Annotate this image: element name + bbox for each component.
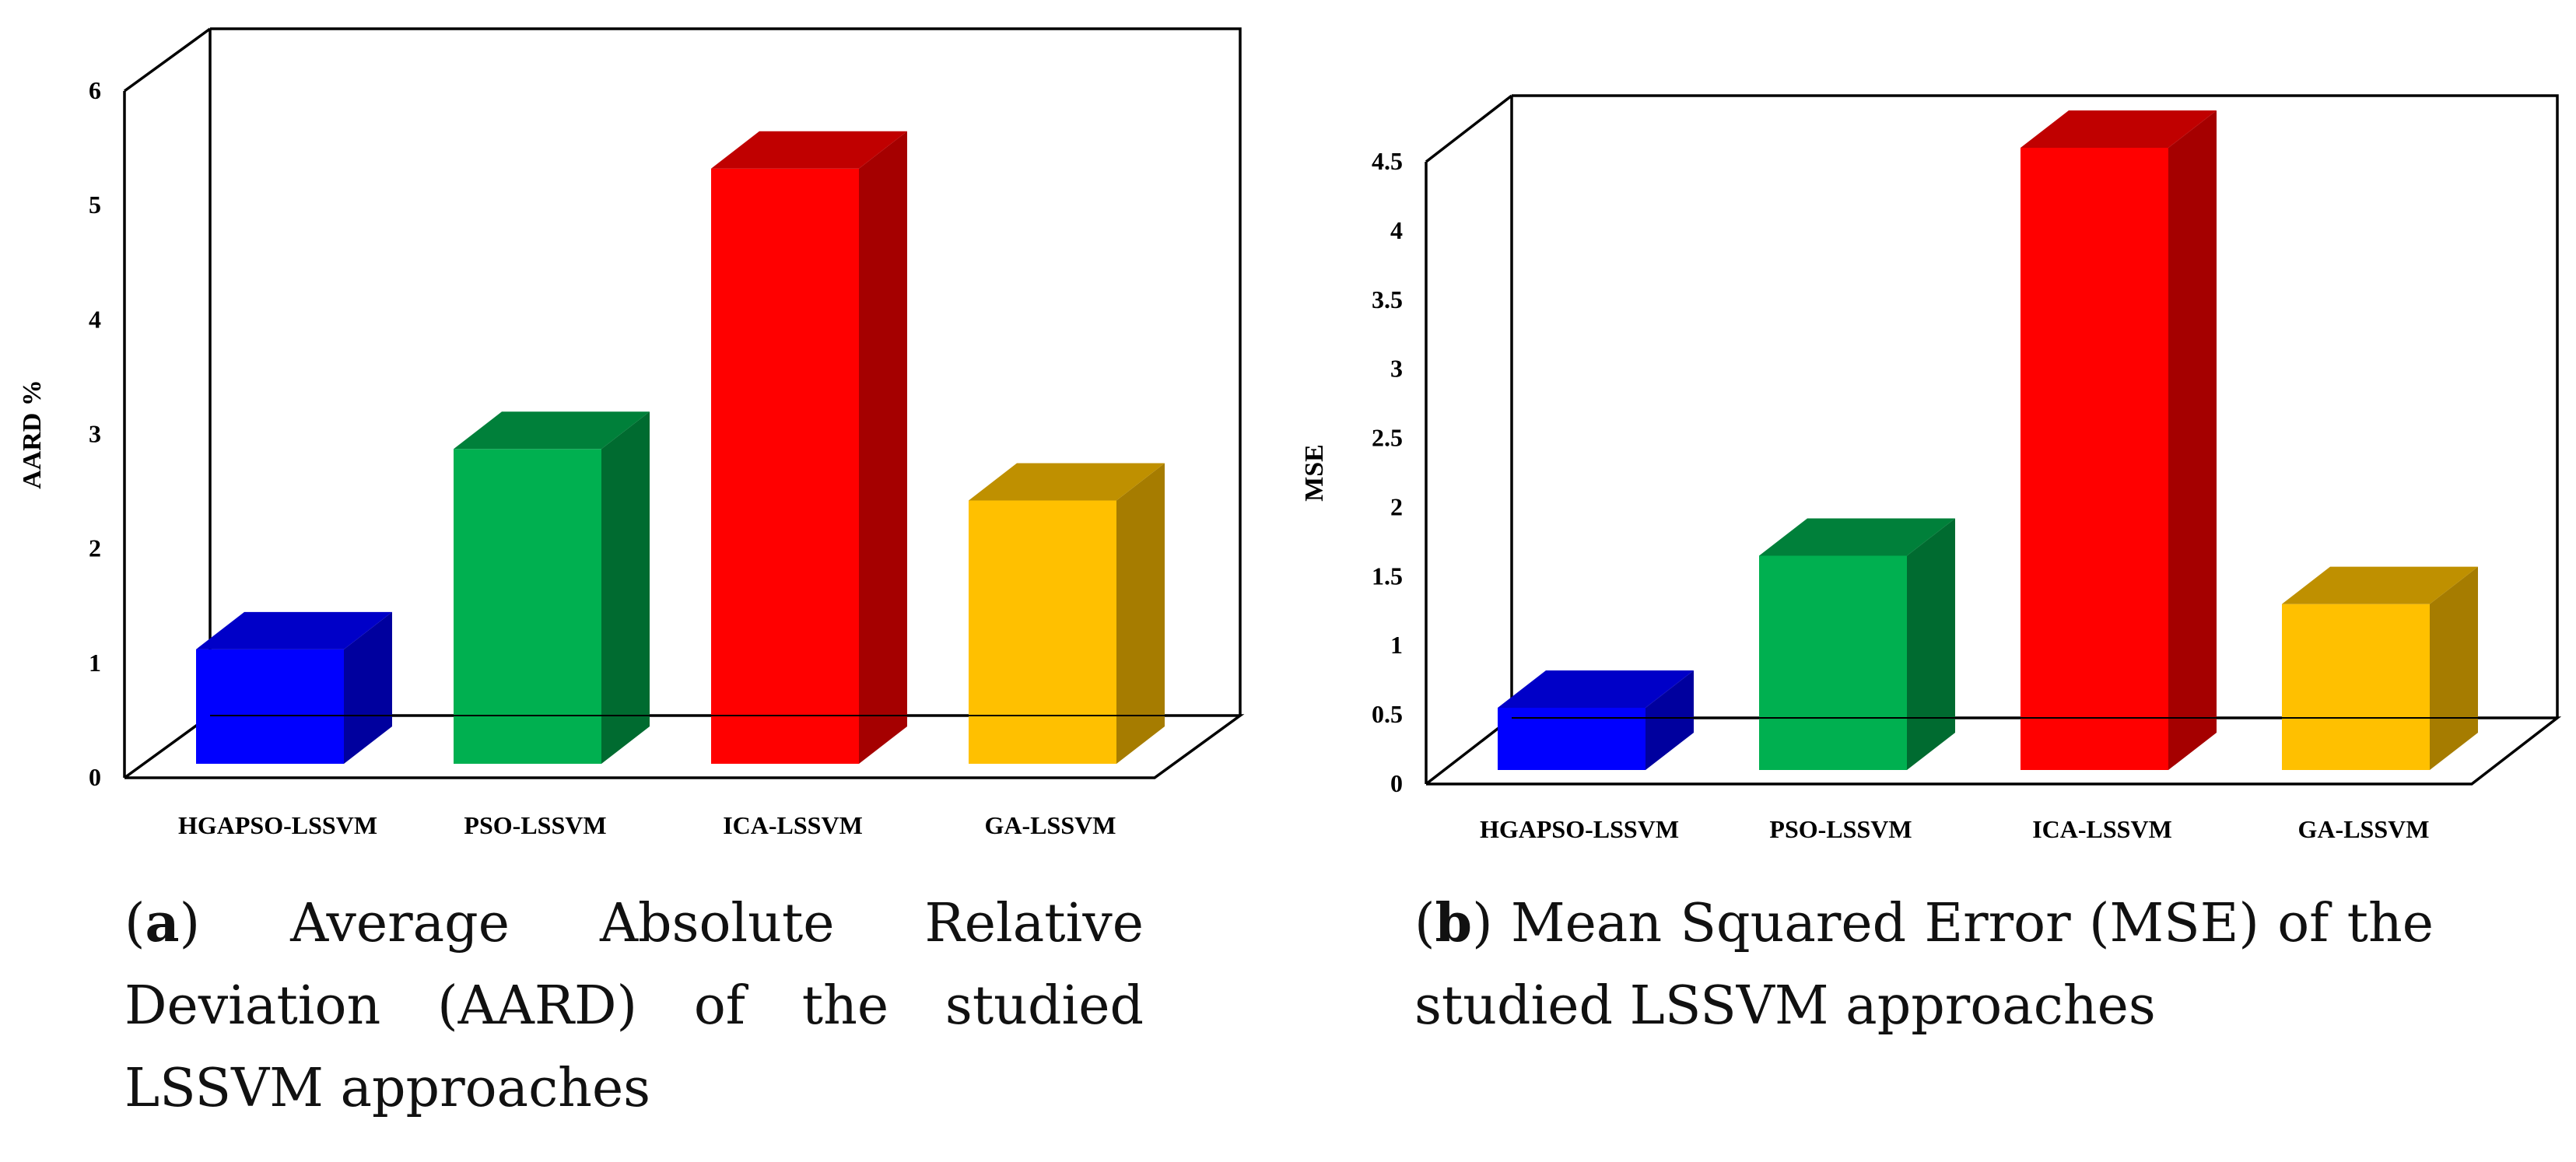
bar-front [454,449,601,764]
caption-a-text: Average Absolute Relative Deviation (AAR… [124,893,1144,1119]
y-tick-label: 6 [89,76,101,104]
caption-a: (a) Average Absolute Relative Deviation … [124,892,1144,1119]
bar-top [196,611,392,649]
bar-front [2282,604,2430,770]
y-tick-label: 5 [89,191,101,219]
y-axis-label: MSE [1300,444,1329,502]
bar-top [711,131,907,169]
bar-front [2020,148,2168,770]
bar-side [2168,110,2217,770]
caption-b: (b) Mean Squared Error (MSE) of the stud… [1414,892,2434,1037]
x-tick-label: ICA-LSSVM [723,811,863,839]
bar-front [196,649,344,764]
bar-side [859,131,907,764]
bar-side [1645,670,1694,770]
bar-side [601,411,650,764]
y-tick-label: 4 [89,305,101,333]
y-tick-label: 2.5 [1372,424,1403,452]
y-tick-label: 1.5 [1372,562,1403,590]
bar-side [2430,566,2478,770]
x-tick-label: PSO-LSSVM [464,811,606,839]
back-wall-frame [1512,94,2559,718]
bar-top [454,411,650,450]
back-wall-frame [210,27,1242,716]
left-wall-top-edge [1425,94,1513,163]
y-tick-label: 2 [1390,492,1403,520]
y-axis-label: AARD % [18,380,47,489]
chart-aard: 0 1 2 3 4 5 6 AARD % HGAPSO-LSSVM PSO-LSSVM ICA-LS… [18,27,1245,839]
bar-top [969,463,1165,501]
x-tick-label: HGAPSO-LSSVM [178,811,377,839]
y-tick-label: 0 [89,763,101,791]
y-tick-label: 3 [89,420,101,448]
x-tick-label: GA-LSSVM [985,811,1116,839]
y-tick-label: 3.5 [1372,285,1403,313]
caption-b-text: Mean Squared Error (MSE) of the studied … [1414,893,2434,1037]
caption-a-label: a [145,892,180,954]
bar-side [1116,463,1165,764]
y-tick-label: 1 [89,649,101,677]
bar-front [969,500,1116,764]
bar-side [1907,518,1955,770]
left-wall-top-edge [123,27,212,93]
bar-side [344,611,392,764]
y-tick-label: 0.5 [1372,700,1403,728]
bar-top [2282,566,2478,604]
bar-front [711,168,859,764]
x-tick-label: PSO-LSSVM [1769,815,1912,843]
y-tick-label: 0 [1390,769,1403,797]
chart-mse: 0 0.5 1 1.5 2 2.5 3 3.5 4 4.5 MSE HGAPSO-LSSVM PSO-L… [1300,94,2562,843]
caption-b-label: b [1435,892,1473,954]
y-tick-label: 1 [1390,631,1403,659]
y-tick-label: 3 [1390,355,1403,383]
x-tick-label: HGAPSO-LSSVM [1480,815,1679,843]
y-tick-label: 2 [89,534,101,562]
bar-top [1498,670,1694,708]
bar-top [1759,518,1955,556]
y-tick-label: 4.5 [1372,147,1403,175]
x-tick-label: GA-LSSVM [2298,815,2430,843]
bar-top [2020,110,2217,148]
bar-front [1759,555,1907,770]
x-tick-label: ICA-LSSVM [2032,815,2172,843]
y-tick-label: 4 [1390,216,1403,244]
